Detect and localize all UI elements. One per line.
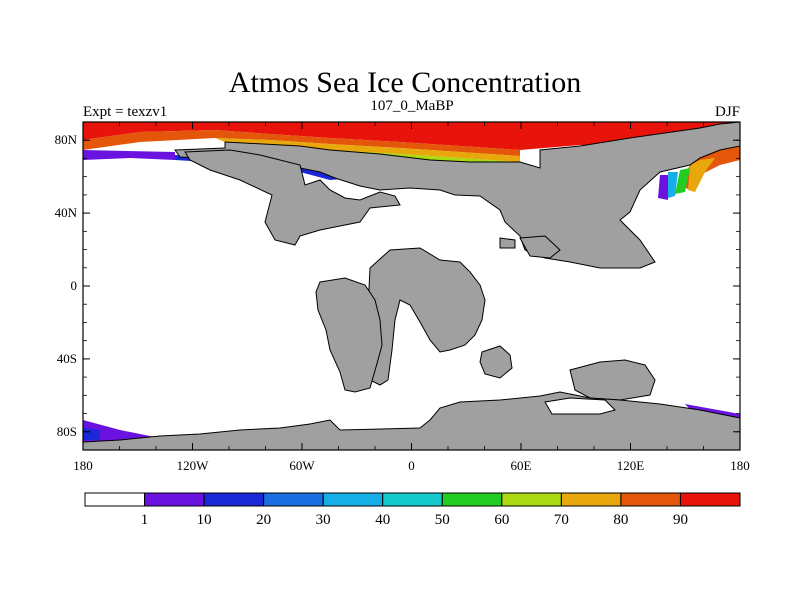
colorbar-label: 50 bbox=[435, 512, 450, 528]
colorbar-label: 30 bbox=[316, 512, 331, 528]
colorbar-label: 90 bbox=[673, 512, 688, 528]
colorbar-swatch bbox=[501, 492, 562, 507]
lon-tick-label: 60E bbox=[511, 458, 532, 473]
lat-tick-label: 40N bbox=[55, 205, 78, 220]
season-label: DJF bbox=[715, 104, 740, 120]
colorbar-label: 70 bbox=[554, 512, 569, 528]
lon-tick-label: 120E bbox=[617, 458, 645, 473]
land-masses bbox=[82, 121, 741, 451]
colorbar-swatch bbox=[441, 492, 503, 507]
landmass-north-america-north bbox=[174, 121, 741, 269]
lat-tick-label: 40S bbox=[57, 351, 77, 366]
lon-tick-label: 0 bbox=[408, 458, 415, 473]
landmass-island-c bbox=[499, 237, 516, 249]
colorbar-swatch bbox=[620, 492, 681, 507]
map-panel: 80N 40N 0 40S 80S 180 120W 60W 0 60E 120E 180 bbox=[55, 121, 750, 473]
colorbar-swatch bbox=[263, 492, 324, 507]
colorbar-swatch bbox=[560, 492, 622, 507]
landmass-island-a bbox=[479, 345, 513, 379]
time-label: 107_0_MaBP bbox=[370, 98, 453, 114]
landmass-north-america bbox=[184, 149, 401, 246]
colorbar-label: 1 bbox=[141, 512, 149, 528]
longitude-ticks: 180 120W 60W 0 60E 120E 180 bbox=[73, 122, 750, 473]
colorbar-swatch bbox=[382, 492, 443, 507]
colorbar-label: 10 bbox=[197, 512, 212, 528]
colorbar-swatch bbox=[322, 492, 384, 507]
landmass-island-b bbox=[519, 235, 561, 259]
lon-tick-label: 60W bbox=[289, 458, 315, 473]
lon-tick-label: 120W bbox=[177, 458, 210, 473]
colorbar-swatch bbox=[679, 492, 741, 507]
landmass-africa bbox=[367, 247, 486, 386]
colorbar-label: 40 bbox=[375, 512, 390, 528]
landmass-australia bbox=[569, 359, 656, 401]
antarctic-bay bbox=[544, 397, 616, 415]
colorbar-label: 80 bbox=[613, 512, 628, 528]
colorbar-swatch bbox=[203, 492, 265, 507]
colorbar-label: 20 bbox=[256, 512, 271, 528]
lon-tick-label: 180 bbox=[73, 458, 93, 473]
lat-tick-label: 0 bbox=[71, 278, 78, 293]
colorbar-swatch bbox=[84, 492, 146, 507]
colorbar-swatch bbox=[144, 492, 205, 507]
map-title: Atmos Sea Ice Concentration bbox=[229, 66, 581, 99]
lat-tick-label: 80S bbox=[57, 424, 77, 439]
colorbar: 1 10 20 30 40 50 60 70 80 90 bbox=[84, 492, 741, 528]
landmass-south-america bbox=[315, 277, 383, 393]
lat-tick-label: 80N bbox=[55, 132, 78, 147]
latitude-ticks: 80N 40N 0 40S 80S bbox=[55, 121, 740, 451]
colorbar-label: 60 bbox=[494, 512, 509, 528]
experiment-label: Expt = texzv1 bbox=[83, 104, 167, 120]
lon-tick-label: 180 bbox=[730, 458, 750, 473]
